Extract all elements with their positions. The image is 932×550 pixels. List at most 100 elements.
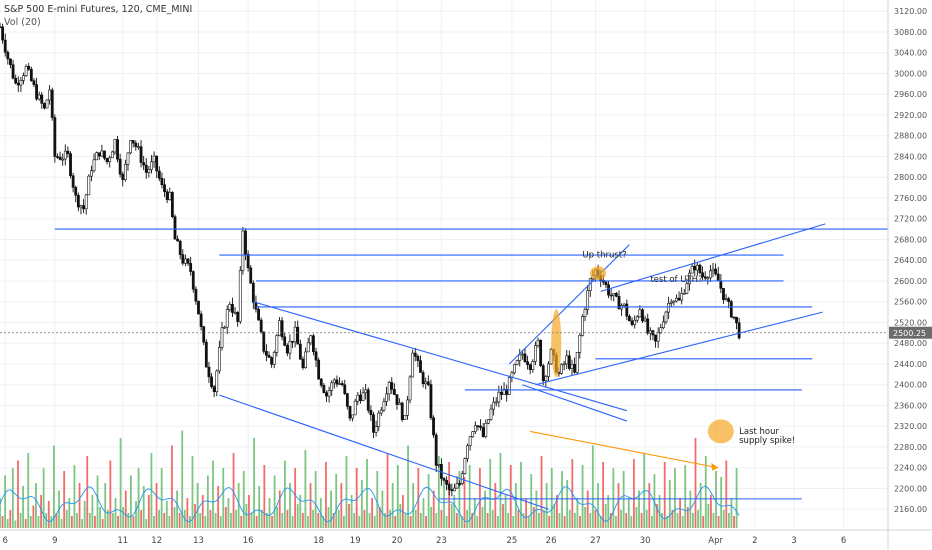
candle-body: [515, 360, 519, 365]
candle-body: [14, 77, 18, 84]
volume-bar: [19, 513, 22, 528]
candle-body: [160, 178, 164, 186]
candle-body: [677, 297, 681, 301]
volume-bar: [337, 510, 340, 528]
candle-body: [53, 117, 57, 157]
volume-bar: [76, 513, 78, 528]
candle-body: [476, 425, 480, 427]
candle-body: [382, 401, 386, 411]
candle-body: [716, 273, 720, 282]
volume-bar: [191, 456, 194, 528]
x-tick-label: 26: [546, 536, 557, 546]
volume-bar: [158, 510, 161, 528]
candle-body: [262, 331, 266, 352]
volume-bar: [248, 495, 250, 528]
volume-bar: [538, 513, 540, 528]
volume-bar: [502, 504, 504, 528]
volume-bar: [227, 498, 230, 528]
volume-bar: [396, 465, 399, 528]
volume-bar: [22, 486, 24, 528]
candle-body: [612, 293, 616, 296]
candle-body: [567, 355, 571, 369]
volume-bar: [473, 498, 476, 528]
candle-body: [614, 293, 618, 297]
volume-bar: [717, 516, 720, 528]
volume-bar: [294, 468, 297, 528]
candle-body: [581, 316, 584, 336]
candle-body: [71, 175, 75, 188]
candle-body: [424, 381, 428, 385]
candle-body: [116, 139, 119, 160]
candle-body: [29, 68, 33, 81]
volume-bar: [330, 490, 332, 528]
candle-body: [304, 351, 307, 368]
candle-body: [390, 382, 394, 390]
volume-bar: [307, 516, 309, 528]
y-tick-label: 3080.00: [894, 28, 927, 37]
candle-body: [664, 311, 668, 323]
volume-bar: [81, 519, 84, 528]
x-tick-label: 3: [791, 536, 796, 546]
volume-bar: [733, 516, 735, 528]
candle-body: [502, 389, 506, 395]
volume-bar: [399, 504, 402, 528]
candle-body: [317, 359, 321, 380]
volume-bar: [50, 516, 53, 528]
volume-bar: [671, 510, 674, 528]
candle-body: [288, 340, 292, 354]
candle-body: [27, 65, 31, 70]
volume-bar: [0, 498, 1, 528]
volume-bar: [127, 513, 130, 528]
volume-bar: [96, 475, 99, 528]
volume-bar: [204, 516, 207, 528]
x-tick-label: 16: [243, 536, 254, 546]
x-tick-label: 30: [640, 536, 651, 546]
annotation-text: Last hour: [739, 427, 779, 437]
candle-body: [447, 484, 451, 490]
volume-bar: [545, 483, 548, 528]
volume-bar: [576, 498, 579, 528]
candle-body: [356, 394, 360, 402]
volume-bar: [414, 510, 417, 528]
volume-bar: [45, 513, 48, 528]
candle-body: [139, 146, 143, 163]
volume-bar: [633, 459, 635, 528]
volume-bar: [286, 510, 289, 528]
volume-bar: [689, 490, 692, 528]
candle-body: [437, 464, 441, 466]
volume-bar: [617, 483, 620, 528]
y-tick-label: 2680.00: [894, 235, 927, 244]
candle-body: [335, 379, 339, 385]
candle-body: [217, 347, 221, 372]
volume-bar: [112, 513, 114, 528]
volume-bar: [430, 507, 433, 528]
y-tick-label: 2880.00: [894, 132, 927, 141]
candle-body: [142, 162, 146, 166]
candle-body: [69, 153, 72, 177]
volume-bar: [222, 468, 225, 528]
volume-bar: [684, 465, 687, 528]
candle-body: [19, 80, 23, 86]
volume-bar: [6, 519, 9, 528]
candle-body: [298, 343, 302, 360]
volume-bar: [209, 510, 212, 528]
volume-bar: [194, 504, 196, 528]
candle-body: [207, 366, 211, 378]
candle-body: [40, 94, 44, 104]
volume-bar: [556, 495, 558, 528]
volume-bar: [463, 477, 466, 528]
x-tick-label: 19: [350, 536, 361, 546]
volume-bar: [712, 513, 715, 528]
volume-bar: [407, 445, 409, 528]
y-tick-label: 2640.00: [894, 256, 927, 265]
volume-bar: [702, 516, 705, 528]
volume-bar: [278, 490, 281, 528]
candle-body: [489, 408, 493, 420]
candle-body: [126, 152, 130, 165]
volume-bar: [653, 474, 656, 528]
candle-body: [228, 303, 232, 310]
candle-body: [204, 341, 208, 368]
candle-body: [667, 302, 671, 313]
candle-body: [688, 272, 691, 285]
